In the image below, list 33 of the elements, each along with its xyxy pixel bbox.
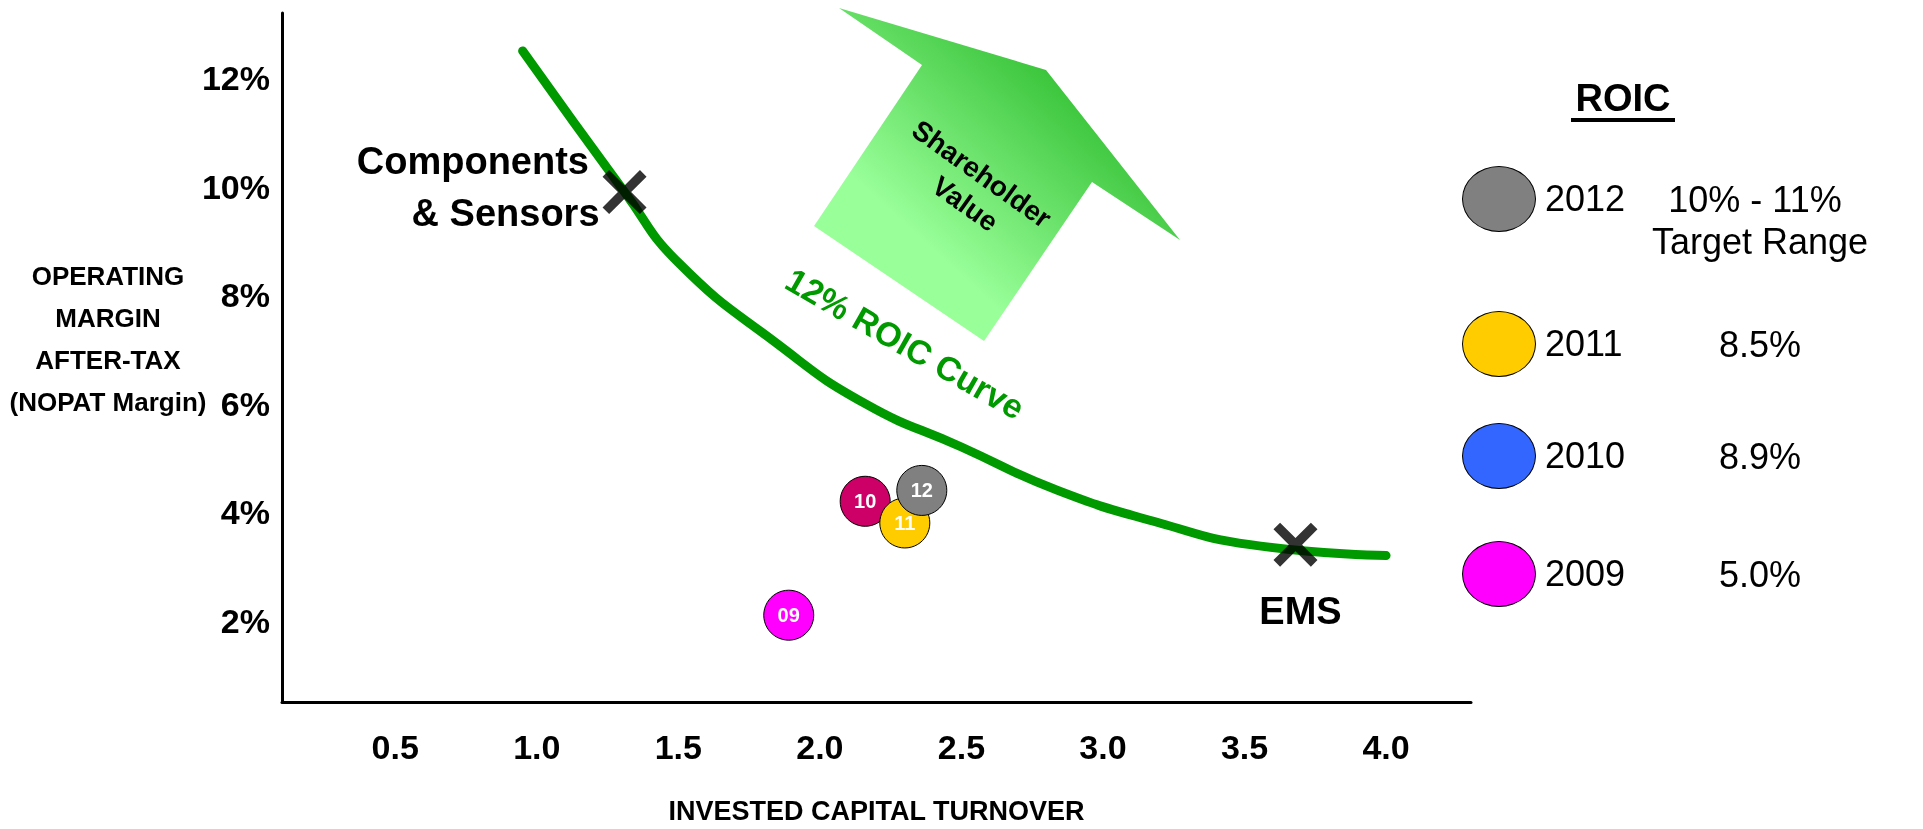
text: 8.5% [1718,323,1802,365]
y-tick-label: 10% [201,167,270,206]
y-tick-label: 12% [201,59,270,98]
x-tick-label: 3.0 [1079,728,1127,766]
x-tick-label: 0.5 [371,728,419,766]
text: 8.9% [1718,435,1802,477]
text: 5.0% [1718,553,1802,595]
x-axis-title: INVESTED CAPITAL TURNOVER [668,795,1085,826]
x-tick-label: 1.5 [654,728,702,766]
series-label: 11 [894,511,916,534]
x-tick-label: 3.5 [1220,728,1269,766]
y-axis-title: OPERATING MARGIN AFTER-TAX (NOPAT Margin) [8,260,208,419]
annotation: EMS [1259,589,1342,632]
annotation: Components & Sensors [356,140,600,235]
y-tick-label: 2% [220,601,270,640]
point [1273,522,1318,567]
x-tick-label: 1.0 [513,728,561,766]
series-label: 12 [910,479,933,502]
text: 2012 [1545,177,1626,219]
y-tick-label: 8% [220,276,270,315]
legend-title: ROIC [1575,77,1671,119]
series-label: 09 [777,604,800,627]
x-tick-label: 4.0 [1362,728,1410,766]
text: 10% - 11% Target Range [1651,178,1869,262]
text: 2009 [1545,552,1626,594]
x-tick-label: 2.0 [796,728,844,766]
series-label: 10 [854,490,877,513]
point [602,170,647,215]
y-tick-label: 6% [220,384,270,423]
text: 2010 [1545,434,1626,476]
y-tick-label: 4% [220,493,270,532]
text: 2011 [1545,322,1623,364]
x-tick-label: 2.5 [937,728,986,766]
